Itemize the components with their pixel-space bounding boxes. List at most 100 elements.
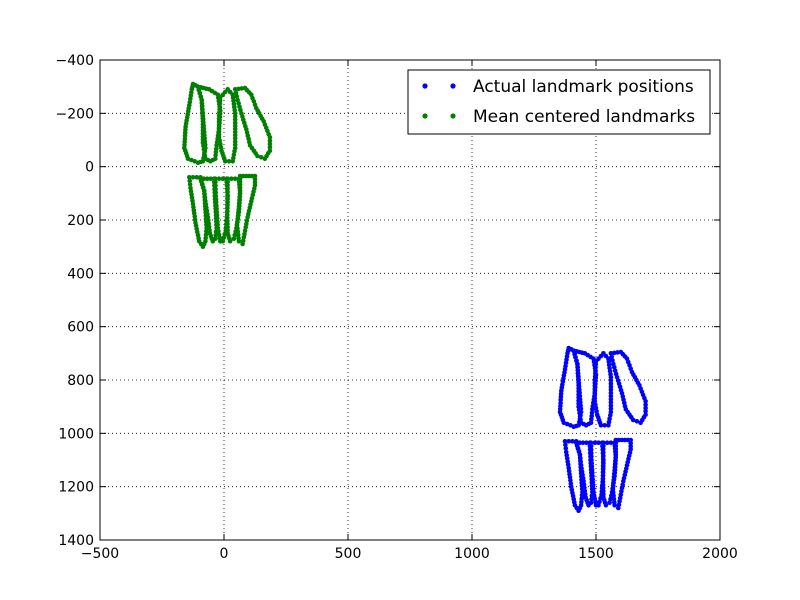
landmark-point [241,235,247,240]
landmark-point [589,450,594,456]
y-tick-label: −200 [56,106,94,122]
y-tick-label: 0 [85,160,94,176]
landmark-point [601,440,606,446]
landmark-point [596,440,601,446]
plot-frame [99,59,721,541]
x-tick-label: 0 [220,546,229,562]
landmark-point [606,423,611,428]
landmark-point [213,176,218,181]
landmark-point [221,235,227,241]
landmark-point [608,393,614,399]
y-tick-label: 1000 [58,426,94,442]
landmark-point [225,192,230,198]
y-tick-label: 200 [67,213,94,229]
landmark-point [578,459,583,465]
landmark-point [579,499,584,505]
landmark-point [563,442,568,448]
landmark-point [226,159,232,164]
x-tick-label: 1500 [578,546,614,562]
legend-label-mean: Mean centered landmarks [473,107,695,127]
landmark-point [202,191,207,197]
landmark-point [594,412,600,418]
legend-marker-actual-right [450,83,456,89]
landmark-point [225,199,230,204]
landmark-point [225,205,230,211]
landmark-point [234,94,240,99]
landmark-point [608,403,614,408]
landmark-point [258,155,264,160]
x-tick-label: −500 [81,546,119,562]
landmark-point [267,141,273,147]
landmark-point [608,406,614,412]
legend-marker-actual-left [422,83,428,89]
landmark-point [588,443,594,449]
landmark-point [229,176,234,181]
landmark-point [194,175,199,180]
landmark-point [187,175,192,180]
landmark-point [589,457,594,463]
landmark-point [643,405,648,411]
landmark-point [602,423,607,428]
landmark-point [600,463,606,468]
landmark-point [593,362,599,367]
landmark-point [593,402,598,408]
legend-marker-mean-left [422,113,428,119]
landmark-point [208,176,213,181]
data-points [182,81,648,513]
landmark-point [224,212,230,217]
landmark-point [608,496,613,502]
x-tick-label: 500 [335,546,362,562]
landmark-point [225,182,230,188]
landmark-point [243,225,248,230]
landmark-point [601,446,606,452]
landmark-point [233,90,239,96]
landmark-point [232,176,238,181]
legend-box [407,69,711,135]
landmark-point [608,440,614,446]
landmark-point [601,453,606,459]
landmark-point [566,439,571,444]
landmark-point [262,156,268,161]
landmark-point [232,232,237,238]
landmark-point [213,183,218,188]
landmark-point [608,400,614,405]
landmark-point [205,176,210,181]
landmark-point [225,209,230,214]
landmark-point [237,176,243,182]
landmark-point [608,396,614,402]
landmark-point [232,132,238,138]
x-tick-label: 1000 [454,546,490,562]
landmark-point [634,419,640,424]
landmark-point [609,354,614,360]
landmark-point [225,189,230,195]
landmark-point [608,378,614,383]
y-tick-label: 800 [67,373,94,389]
landmark-point [621,479,626,484]
landmark-point [225,196,230,201]
axis-ticks: −500 0 500 1000 1500 2000 −400 −200 0 200 400 600 80… [56,53,738,562]
landmark-point [578,463,584,468]
landmark-point [232,142,238,148]
landmark-point [589,410,595,416]
landmark-point [203,199,208,204]
landmark-point [604,440,610,446]
landmark-point [579,496,584,502]
landmark-point [607,500,612,506]
landmark-point [240,241,245,247]
landmark-point [578,455,583,461]
landmark-point [217,98,223,103]
landmark-point [574,443,580,449]
legend: Actual landmark positions Mean centered … [407,69,711,135]
landmark-point [190,84,195,89]
landmark-point [267,138,273,143]
landmark-point [213,179,218,185]
landmark-point [611,361,616,367]
landmark-point [225,179,230,185]
series-mean-centered-landmarks [182,81,273,249]
landmark-point [232,149,237,154]
landmark-point [570,439,575,444]
x-tick-label: 2000 [702,546,738,562]
landmark-point [588,440,594,446]
